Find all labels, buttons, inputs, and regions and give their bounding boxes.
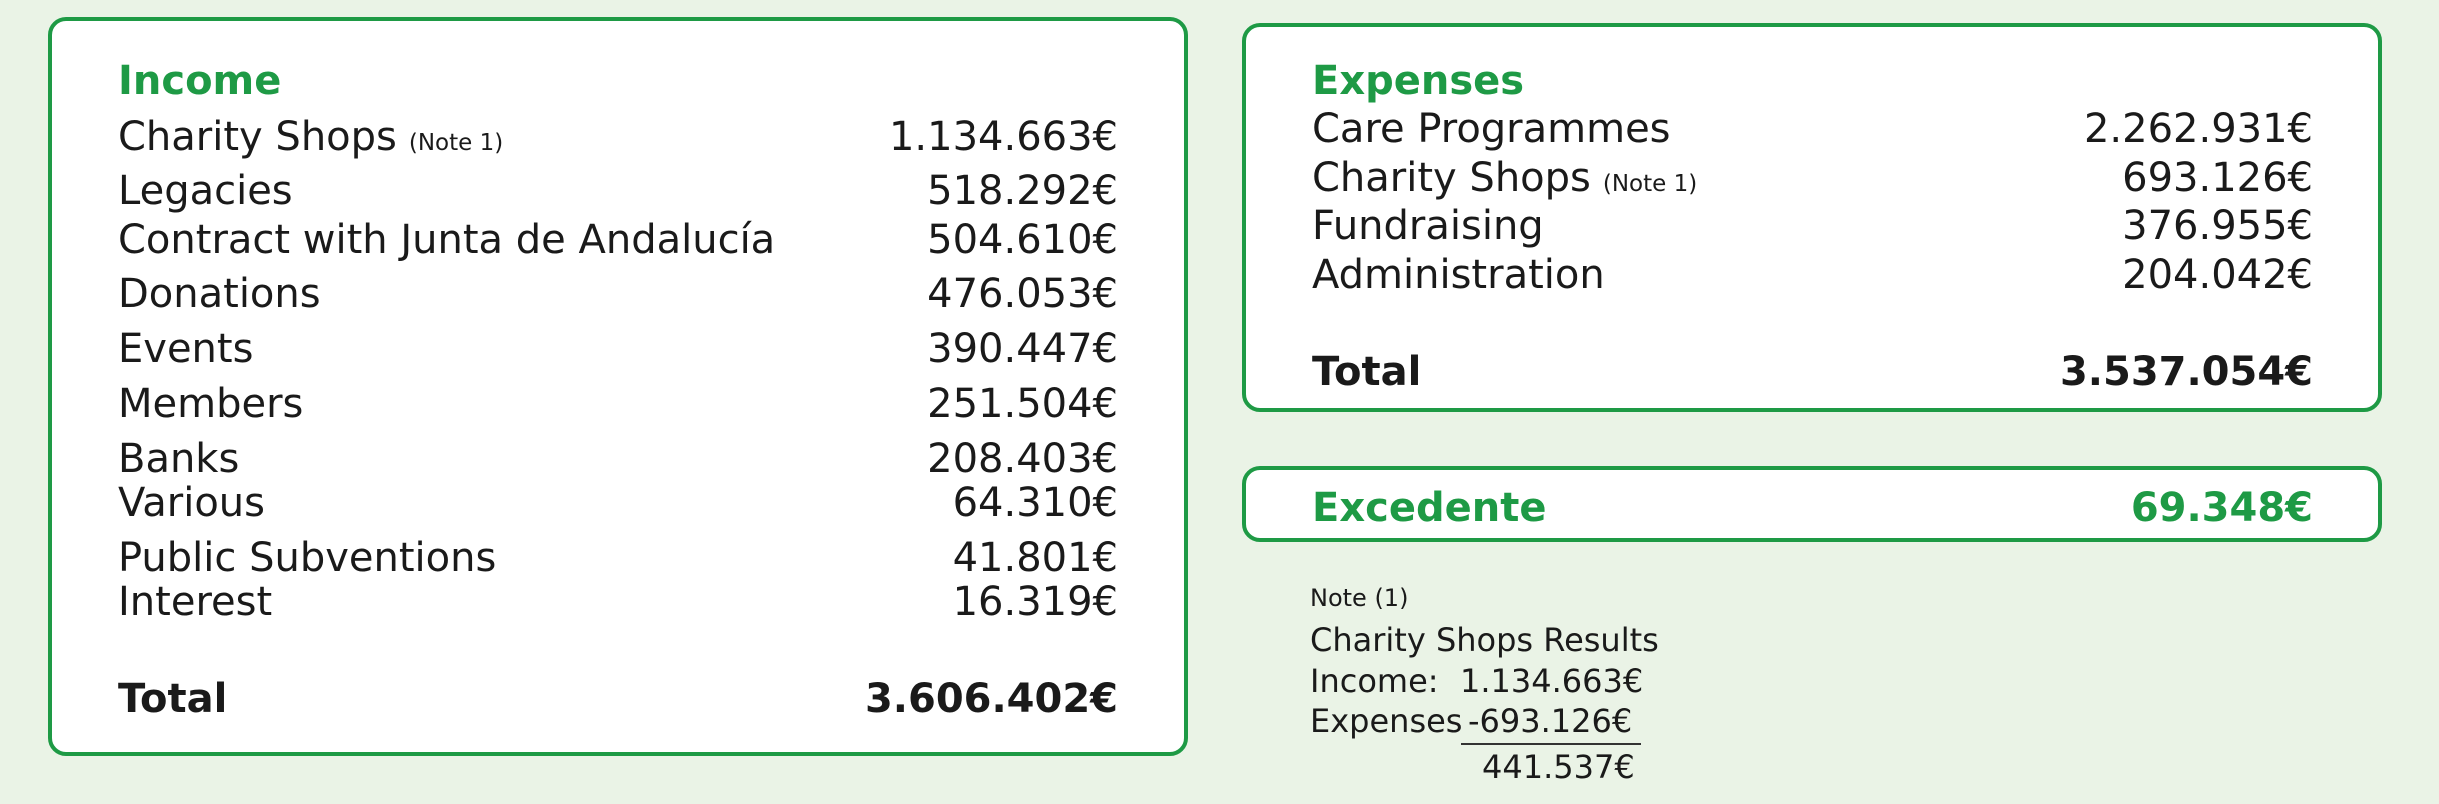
income-row-public-subventions: Public Subventions 41.801€ bbox=[118, 538, 1118, 578]
income-row-value: 41.801€ bbox=[952, 535, 1118, 581]
income-row-donations: Donations 476.053€ bbox=[118, 274, 1118, 314]
surplus-panel: Excedente 69.348€ bbox=[1242, 466, 2382, 542]
income-row-banks: Banks 208.403€ bbox=[118, 439, 1118, 479]
expenses-row-value: 204.042€ bbox=[2122, 252, 2313, 298]
note-reference: (Note 1) bbox=[1602, 171, 1698, 197]
surplus-row: Excedente 69.348€ bbox=[1312, 488, 2313, 528]
income-row-value: 390.447€ bbox=[927, 326, 1118, 372]
income-row-interest: Interest 16.319€ bbox=[118, 582, 1118, 622]
note-title: Note (1) bbox=[1310, 584, 1409, 612]
income-row-contract-junta: Contract with Junta de Andalucía 504.610… bbox=[118, 220, 1118, 260]
surplus-value: 69.348€ bbox=[2130, 485, 2313, 531]
income-row-label: Donations bbox=[118, 271, 321, 317]
expenses-heading: Expenses bbox=[1312, 58, 1525, 104]
income-total-value: 3.606.402€ bbox=[864, 676, 1118, 722]
note-expenses-value: -693.126€ bbox=[1468, 702, 1633, 740]
note-income-label: Income: bbox=[1310, 662, 1439, 700]
income-row-various: Various 64.310€ bbox=[118, 483, 1118, 523]
note-sum-rule bbox=[1461, 743, 1641, 745]
expenses-row-label: Charity Shops (Note 1) bbox=[1312, 158, 1697, 198]
income-row-charity-shops: Charity Shops (Note 1) 1.134.663€ bbox=[118, 117, 1118, 157]
income-row-label: Public Subventions bbox=[118, 535, 497, 581]
expenses-total-row: Total 3.537.054€ bbox=[1312, 352, 2313, 392]
income-row-events: Events 390.447€ bbox=[118, 329, 1118, 369]
income-row-value: 16.319€ bbox=[952, 579, 1118, 625]
income-total-label: Total bbox=[118, 676, 228, 722]
surplus-label: Excedente bbox=[1312, 485, 1547, 531]
note-result-value: 441.537€ bbox=[1482, 748, 1635, 786]
expenses-row-charity-shops: Charity Shops (Note 1) 693.126€ bbox=[1312, 158, 2313, 198]
income-panel: Income Charity Shops (Note 1) 1.134.663€ … bbox=[48, 17, 1188, 756]
income-row-value: 251.504€ bbox=[927, 381, 1118, 427]
income-row-label: Banks bbox=[118, 436, 240, 482]
expenses-row-label-text: Charity Shops bbox=[1312, 155, 1591, 201]
income-row-label: Legacies bbox=[118, 168, 293, 214]
income-row-value: 64.310€ bbox=[952, 480, 1118, 526]
income-row-value: 476.053€ bbox=[927, 271, 1118, 317]
income-row-value: 208.403€ bbox=[927, 436, 1118, 482]
income-row-value: 504.610€ bbox=[927, 217, 1118, 263]
income-row-label: Events bbox=[118, 326, 254, 372]
income-row-label: Charity Shops (Note 1) bbox=[118, 117, 503, 157]
income-row-value: 1.134.663€ bbox=[888, 114, 1118, 160]
expenses-total-label: Total bbox=[1312, 349, 1422, 395]
income-row-label: Interest bbox=[118, 579, 273, 625]
income-row-members: Members 251.504€ bbox=[118, 384, 1118, 424]
income-row-label: Members bbox=[118, 381, 304, 427]
expenses-row-care-programmes: Care Programmes 2.262.931€ bbox=[1312, 109, 2313, 149]
income-total-row: Total 3.606.402€ bbox=[118, 679, 1118, 719]
note-income-value: 1.134.663€ bbox=[1460, 662, 1644, 700]
expenses-row-value: 2.262.931€ bbox=[2083, 106, 2313, 152]
expenses-row-administration: Administration 204.042€ bbox=[1312, 255, 2313, 295]
expenses-row-label: Care Programmes bbox=[1312, 106, 1671, 152]
note-reference: (Note 1) bbox=[408, 130, 504, 156]
expenses-row-label: Administration bbox=[1312, 252, 1605, 298]
income-row-label: Various bbox=[118, 480, 265, 526]
expenses-panel: Expenses Care Programmes 2.262.931€ Char… bbox=[1242, 23, 2382, 412]
income-row-value: 518.292€ bbox=[927, 168, 1118, 214]
note-expenses-label: Expenses bbox=[1310, 702, 1463, 740]
expenses-row-fundraising: Fundraising 376.955€ bbox=[1312, 206, 2313, 246]
expenses-row-label: Fundraising bbox=[1312, 203, 1544, 249]
income-row-label: Contract with Junta de Andalucía bbox=[118, 217, 776, 263]
expenses-row-value: 376.955€ bbox=[2122, 203, 2313, 249]
income-heading: Income bbox=[118, 58, 282, 104]
income-row-label-text: Charity Shops bbox=[118, 114, 397, 160]
note-heading: Charity Shops Results bbox=[1310, 621, 1659, 659]
income-row-legacies: Legacies 518.292€ bbox=[118, 171, 1118, 211]
expenses-total-value: 3.537.054€ bbox=[2059, 349, 2313, 395]
expenses-row-value: 693.126€ bbox=[2122, 155, 2313, 201]
